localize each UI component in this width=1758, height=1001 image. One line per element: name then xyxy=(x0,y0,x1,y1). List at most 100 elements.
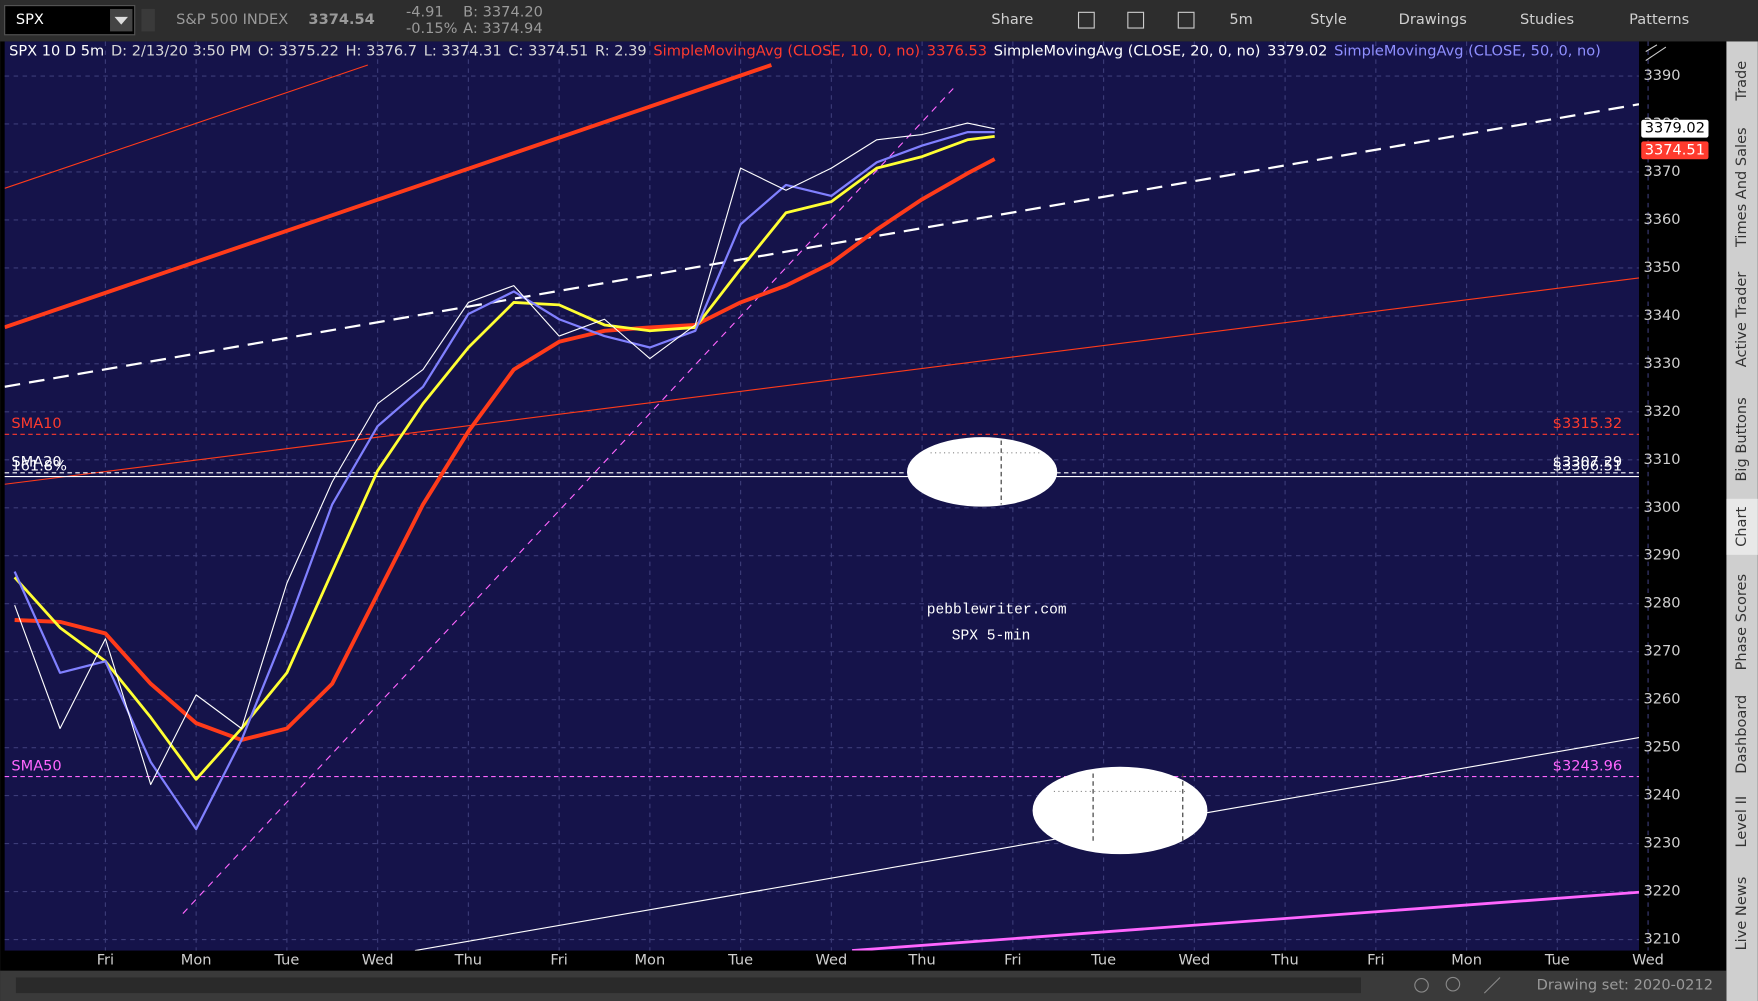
header-item: O: 3375.22 xyxy=(258,43,339,60)
bid: B: 3374.20 xyxy=(463,3,543,20)
watermark: pebblewriter.com xyxy=(927,603,1067,619)
x-tick-label: Tue xyxy=(273,952,299,969)
x-tick-label: Mon xyxy=(1451,952,1482,969)
x-tick-label: Thu xyxy=(907,952,935,969)
price-badge xyxy=(1641,141,1709,160)
x-tick-label: Mon xyxy=(181,952,212,969)
y-tick-label: 3220 xyxy=(1643,883,1680,900)
price-line-label: $3307.29 xyxy=(1553,454,1622,471)
x-tick-label: Wed xyxy=(815,952,847,969)
price-line-name: SMA50 xyxy=(11,758,61,775)
header-item: D: 2/13/20 3:50 PM xyxy=(111,43,251,60)
series-line xyxy=(14,157,996,742)
header-item: SimpleMovingAvg (CLOSE, 50, 0, no) xyxy=(1334,43,1601,60)
toolbar-button[interactable]: Share xyxy=(991,11,1033,28)
draw-icon[interactable] xyxy=(1483,977,1501,994)
symbol-description: S&P 500 INDEX xyxy=(176,11,288,28)
x-tick-label: Wed xyxy=(1632,952,1664,969)
toolbar-icon[interactable] xyxy=(1177,11,1195,29)
price-line-label: $3243.96 xyxy=(1553,758,1622,775)
y-tick-label: 3340 xyxy=(1643,307,1680,324)
trendline xyxy=(414,737,1639,951)
toolbar-button[interactable]: Patterns xyxy=(1629,11,1689,28)
trendline xyxy=(851,890,1639,951)
price-line-name: SMA10 xyxy=(11,415,61,432)
y-tick-label: 3320 xyxy=(1643,403,1680,420)
zoom-icon[interactable] xyxy=(1445,976,1461,992)
sidebar-tab[interactable]: Level II xyxy=(1733,796,1750,848)
toolbar-button[interactable]: Style xyxy=(1310,11,1347,28)
scrollbar[interactable] xyxy=(15,977,1362,994)
header-item: H: 3376.7 xyxy=(346,43,417,60)
trendline xyxy=(182,84,957,914)
pan-icon[interactable] xyxy=(1414,978,1429,993)
header-item: 3376.53 xyxy=(927,43,987,60)
y-tick-label: 3290 xyxy=(1643,547,1680,564)
header-item: SimpleMovingAvg (CLOSE, 10, 0, no) xyxy=(653,43,920,60)
toolbar-icon[interactable] xyxy=(1127,11,1145,29)
y-tick-label: 3370 xyxy=(1643,163,1680,180)
price-badge-label: 3374.51 xyxy=(1645,141,1705,158)
toolbar-button[interactable]: 5m xyxy=(1229,11,1252,28)
series-line xyxy=(13,135,995,781)
toolbar xyxy=(0,0,1758,42)
x-tick-label: Thu xyxy=(1270,952,1298,969)
link-icon[interactable] xyxy=(141,8,155,32)
sidebar-tab[interactable]: Live News xyxy=(1733,877,1750,951)
y-tick-label: 3330 xyxy=(1643,355,1680,372)
y-tick-label: 3350 xyxy=(1643,259,1680,276)
sidebar-tab[interactable]: Trade xyxy=(1733,61,1750,102)
sidebar-tab[interactable]: Active Trader xyxy=(1733,272,1750,368)
y-tick-label: 3270 xyxy=(1643,643,1680,660)
net-change: -4.91 xyxy=(406,3,444,20)
last-price: 3374.54 xyxy=(308,11,374,28)
highlight-ellipse xyxy=(907,437,1058,507)
trendline xyxy=(4,277,1639,485)
ask: A: 3374.94 xyxy=(463,20,542,37)
y-tick-label: 3250 xyxy=(1643,739,1680,756)
price-badge xyxy=(1641,119,1709,138)
y-tick-label: 3310 xyxy=(1643,451,1680,468)
y-tick-label: 3230 xyxy=(1643,835,1680,852)
trendline xyxy=(4,103,1639,388)
dropdown-arrow xyxy=(114,16,128,25)
drawing-set: Drawing set: 2020-0212 xyxy=(1537,976,1713,993)
y-tick-label: 3360 xyxy=(1643,211,1680,228)
axis-icon[interactable] xyxy=(1645,44,1667,61)
sidebar-tab[interactable]: Big Buttons xyxy=(1733,397,1750,481)
toolbar-icon[interactable] xyxy=(1077,11,1095,29)
x-tick-label: Mon xyxy=(635,952,666,969)
plot-area xyxy=(4,41,1639,951)
y-tick-label: 3210 xyxy=(1643,931,1680,948)
highlight-ellipse xyxy=(1032,766,1208,855)
price-line-label: $3315.32 xyxy=(1553,415,1622,432)
header-item: L: 3374.31 xyxy=(424,43,502,60)
sidebar-tab[interactable]: Chart xyxy=(1733,507,1750,547)
header-item: SPX 10 D 5m xyxy=(9,43,104,60)
price-badge-label: 3379.02 xyxy=(1645,120,1705,137)
symbol[interactable]: SPX xyxy=(16,11,44,28)
y-tick-label: 3280 xyxy=(1643,595,1680,612)
toolbar-button[interactable]: Studies xyxy=(1520,11,1574,28)
series-line xyxy=(13,131,995,831)
x-tick-label: Tue xyxy=(1544,952,1570,969)
x-tick-label: Thu xyxy=(454,952,482,969)
header-item: SimpleMovingAvg (CLOSE, 20, 0, no) xyxy=(994,43,1261,60)
sidebar-tab[interactable]: Dashboard xyxy=(1733,695,1750,774)
sidebar-tab[interactable]: Times And Sales xyxy=(1733,127,1750,248)
series-line xyxy=(14,122,995,786)
x-tick-label: Wed xyxy=(1178,952,1210,969)
y-tick-label: 3240 xyxy=(1643,787,1680,804)
x-tick-label: Fri xyxy=(97,952,114,969)
sidebar-tab[interactable]: Phase Scores xyxy=(1733,574,1750,670)
trendline xyxy=(4,64,369,189)
trendline xyxy=(4,63,773,330)
x-tick-label: Fri xyxy=(1367,952,1384,969)
toolbar-button[interactable]: Drawings xyxy=(1399,11,1467,28)
watermark: SPX 5-min xyxy=(952,628,1031,644)
price-line-name: 161.8% xyxy=(11,457,67,474)
x-tick-label: Fri xyxy=(1004,952,1021,969)
header-item: C: 3374.51 xyxy=(508,43,588,60)
header-item: R: 2.39 xyxy=(595,43,647,60)
